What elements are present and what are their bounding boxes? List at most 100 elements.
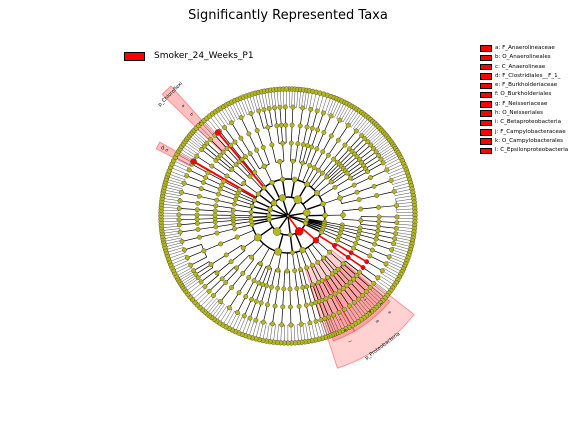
taxon-node	[195, 227, 201, 232]
branch-line	[282, 288, 285, 307]
taxon-node	[323, 296, 329, 302]
taxon-node	[218, 299, 223, 304]
branch-line	[165, 181, 184, 187]
branch-line	[161, 225, 180, 228]
key-legend-label: h: O_Neisseriales	[495, 110, 544, 117]
enriched-taxon-node	[294, 227, 304, 236]
branch-line	[299, 324, 303, 343]
taxon-node	[219, 182, 225, 188]
branch-line	[363, 294, 377, 308]
branch-line	[309, 148, 318, 166]
branch-line	[169, 170, 187, 178]
branch-line	[376, 142, 392, 153]
taxon-node	[257, 261, 263, 266]
branch-line	[223, 181, 240, 191]
taxon-node	[344, 282, 350, 288]
key-legend-swatch	[480, 110, 492, 117]
taxon-node	[283, 122, 289, 128]
taxon-node	[191, 268, 197, 274]
key-legend-label: b: O_Anaerolineales	[495, 54, 551, 61]
branch-line	[359, 227, 378, 232]
branch-line	[353, 278, 367, 292]
taxon-node	[292, 268, 298, 273]
branch-line	[273, 89, 277, 108]
branch-line	[359, 298, 372, 312]
taxon-node	[378, 156, 384, 162]
taxon-node	[283, 86, 290, 92]
taxon-node	[374, 232, 380, 238]
branch-line	[211, 165, 228, 177]
branch-line	[327, 317, 335, 335]
taxon-node	[265, 124, 271, 130]
branch-line	[393, 185, 412, 191]
branch-line	[173, 160, 190, 169]
branch-line	[321, 259, 333, 275]
branch-line	[346, 162, 362, 174]
taxon-node	[201, 180, 206, 185]
branch-line	[346, 285, 359, 300]
key-legend-swatch	[480, 138, 492, 145]
branch-line	[394, 239, 412, 245]
branch-line	[317, 320, 323, 339]
taxon-node	[272, 105, 277, 111]
taxon-node	[176, 212, 182, 218]
taxon-node	[303, 220, 309, 226]
taxon-node	[237, 187, 242, 193]
branch-line	[396, 205, 415, 208]
branch-line	[396, 221, 415, 223]
taxon-node	[318, 317, 324, 323]
branch-line	[176, 267, 193, 277]
branch-line	[365, 292, 379, 306]
branch-line	[323, 227, 341, 234]
branch-line	[237, 296, 247, 313]
branch-line	[167, 249, 185, 256]
branch-line	[322, 229, 340, 237]
taxon-node	[298, 321, 304, 327]
key-legend-label: c: C_Anaerolineae	[495, 63, 546, 70]
branch-line	[274, 107, 278, 126]
branch-line	[350, 168, 366, 179]
taxon-node	[186, 167, 192, 173]
branch-line	[359, 271, 374, 284]
branch-line	[187, 137, 203, 149]
taxon-node	[289, 122, 295, 128]
clade-letter-label: c	[198, 120, 203, 125]
taxon-node	[176, 217, 182, 223]
branch-line	[225, 269, 239, 283]
branch-line	[324, 221, 343, 226]
branch-line	[178, 271, 195, 281]
branch-line	[305, 203, 324, 211]
branch-line	[181, 192, 200, 197]
branch-line	[370, 169, 387, 178]
branch-line	[280, 324, 282, 343]
branch-line	[395, 192, 413, 196]
branch-line	[263, 109, 269, 128]
taxon-node	[337, 117, 343, 123]
branch-line	[395, 234, 414, 239]
branch-line	[180, 229, 199, 233]
branch-line	[323, 257, 336, 272]
taxon-node	[394, 203, 399, 208]
branch-line	[166, 178, 184, 185]
branch-line	[175, 157, 192, 166]
branch-line	[299, 144, 304, 163]
branch-line	[283, 89, 285, 108]
branch-line	[293, 324, 296, 343]
taxon-node	[308, 301, 314, 307]
taxon-node	[331, 156, 337, 162]
branch-line	[303, 90, 307, 109]
taxon-node	[255, 191, 261, 197]
taxon-node	[365, 169, 370, 175]
branch-line	[228, 312, 238, 329]
taxon-node	[217, 152, 223, 158]
branch-line	[226, 175, 243, 187]
branch-line	[306, 219, 325, 225]
branch-line	[391, 249, 409, 256]
branch-line	[201, 188, 219, 195]
taxon-node	[265, 302, 270, 308]
branch-line	[268, 214, 289, 217]
branch-line	[357, 299, 370, 314]
branch-line	[187, 282, 203, 295]
branch-line	[161, 223, 180, 226]
root-node	[286, 214, 290, 218]
